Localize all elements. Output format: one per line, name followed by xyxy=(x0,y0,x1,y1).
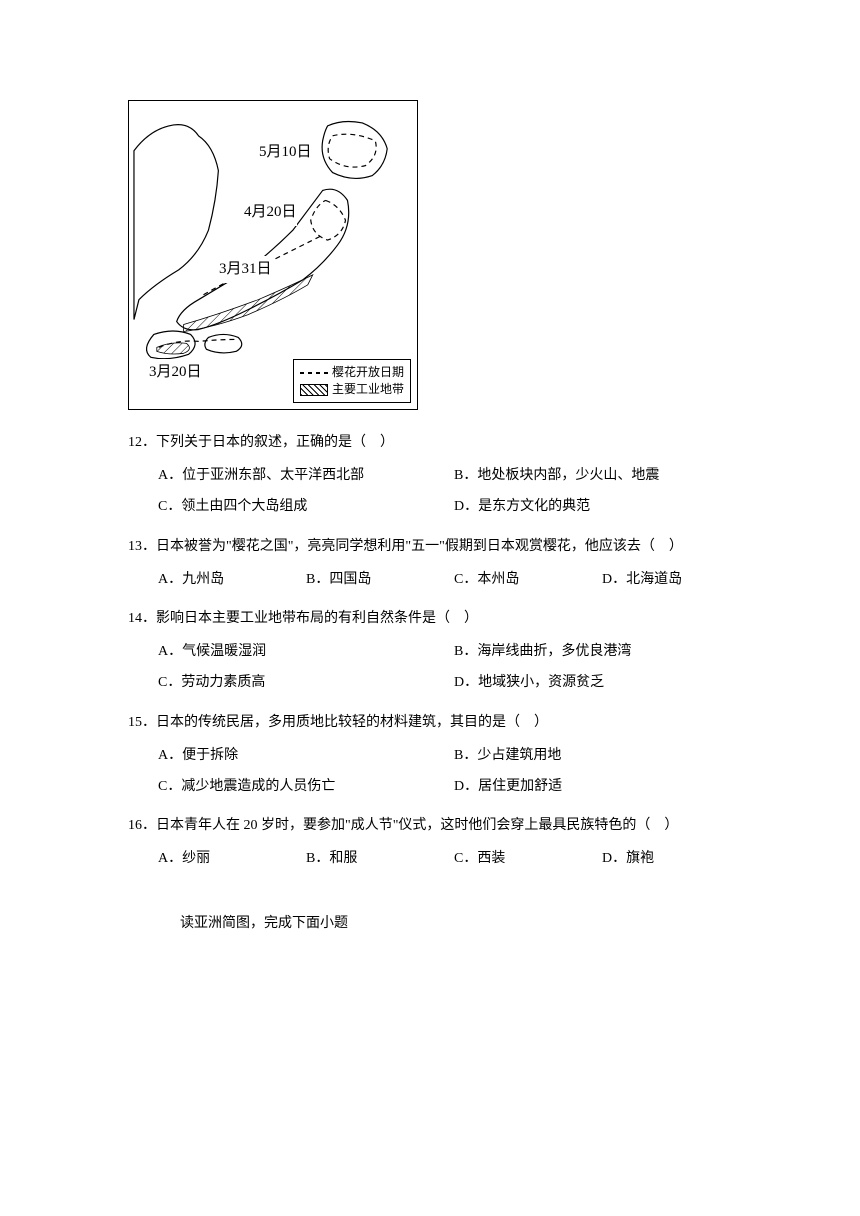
legend-label-1: 樱花开放日期 xyxy=(332,364,404,381)
q15-option-c: C．减少地震造成的人员伤亡 xyxy=(158,774,444,799)
question-14-stem: 14．影响日本主要工业地带布局的有利自然条件是（ ） xyxy=(128,606,740,631)
question-16: 16．日本青年人在 20 岁时，要参加"成人节"仪式，这时他们会穿上最具民族特色… xyxy=(128,813,740,871)
map-legend: 樱花开放日期 主要工业地带 xyxy=(293,359,411,403)
q13-option-d: D．北海道岛 xyxy=(602,567,740,592)
question-12: 12．下列关于日本的叙述，正确的是（ ） A．位于亚洲东部、太平洋西北部 B．地… xyxy=(128,430,740,520)
q14-option-c: C．劳动力素质高 xyxy=(158,670,444,695)
question-13-stem: 13．日本被誉为"樱花之国"，亮亮同学想利用"五一"假期到日本观赏樱花，他应该去… xyxy=(128,534,740,559)
q14-option-d: D．地域狭小，资源贫乏 xyxy=(454,670,740,695)
q15-option-d: D．居住更加舒适 xyxy=(454,774,740,799)
q13-option-b: B．四国岛 xyxy=(306,567,444,592)
q12-option-b: B．地处板块内部，少火山、地震 xyxy=(454,463,740,488)
question-12-stem: 12．下列关于日本的叙述，正确的是（ ） xyxy=(128,430,740,455)
q16-option-c: C．西装 xyxy=(454,846,592,871)
q15-option-a: A．便于拆除 xyxy=(158,743,444,768)
japan-map-figure: 5月10日 4月20日 3月31日 3月20日 樱花开放日期 主要工业地带 xyxy=(128,100,418,410)
question-13: 13．日本被誉为"樱花之国"，亮亮同学想利用"五一"假期到日本观赏樱花，他应该去… xyxy=(128,534,740,592)
q13-option-a: A．九州岛 xyxy=(158,567,296,592)
q12-option-d: D．是东方文化的典范 xyxy=(454,494,740,519)
legend-dash-icon xyxy=(300,372,328,374)
legend-label-2: 主要工业地带 xyxy=(332,381,404,398)
legend-hatch-icon xyxy=(300,384,328,396)
question-16-stem: 16．日本青年人在 20 岁时，要参加"成人节"仪式，这时他们会穿上最具民族特色… xyxy=(128,813,740,838)
q12-option-a: A．位于亚洲东部、太平洋西北部 xyxy=(158,463,444,488)
q12-option-c: C．领土由四个大岛组成 xyxy=(158,494,444,519)
question-15-stem: 15．日本的传统民居，多用质地比较轻的材料建筑，其目的是（ ） xyxy=(128,710,740,735)
q16-option-d: D．旗袍 xyxy=(602,846,740,871)
q14-option-b: B．海岸线曲折，多优良港湾 xyxy=(454,639,740,664)
map-date-label-4: 3月20日 xyxy=(149,359,202,386)
q14-option-a: A．气候温暖湿润 xyxy=(158,639,444,664)
question-14: 14．影响日本主要工业地带布局的有利自然条件是（ ） A．气候温暖湿润 B．海岸… xyxy=(128,606,740,696)
q16-option-a: A．纱丽 xyxy=(158,846,296,871)
map-date-label-3: 3月31日 xyxy=(219,256,272,283)
question-15: 15．日本的传统民居，多用质地比较轻的材料建筑，其目的是（ ） A．便于拆除 B… xyxy=(128,710,740,800)
next-instruction: 读亚洲简图，完成下面小题 xyxy=(180,911,740,936)
q16-option-b: B．和服 xyxy=(306,846,444,871)
q15-option-b: B．少占建筑用地 xyxy=(454,743,740,768)
map-date-label-2: 4月20日 xyxy=(244,199,297,226)
map-date-label-1: 5月10日 xyxy=(259,139,312,166)
q13-option-c: C．本州岛 xyxy=(454,567,592,592)
